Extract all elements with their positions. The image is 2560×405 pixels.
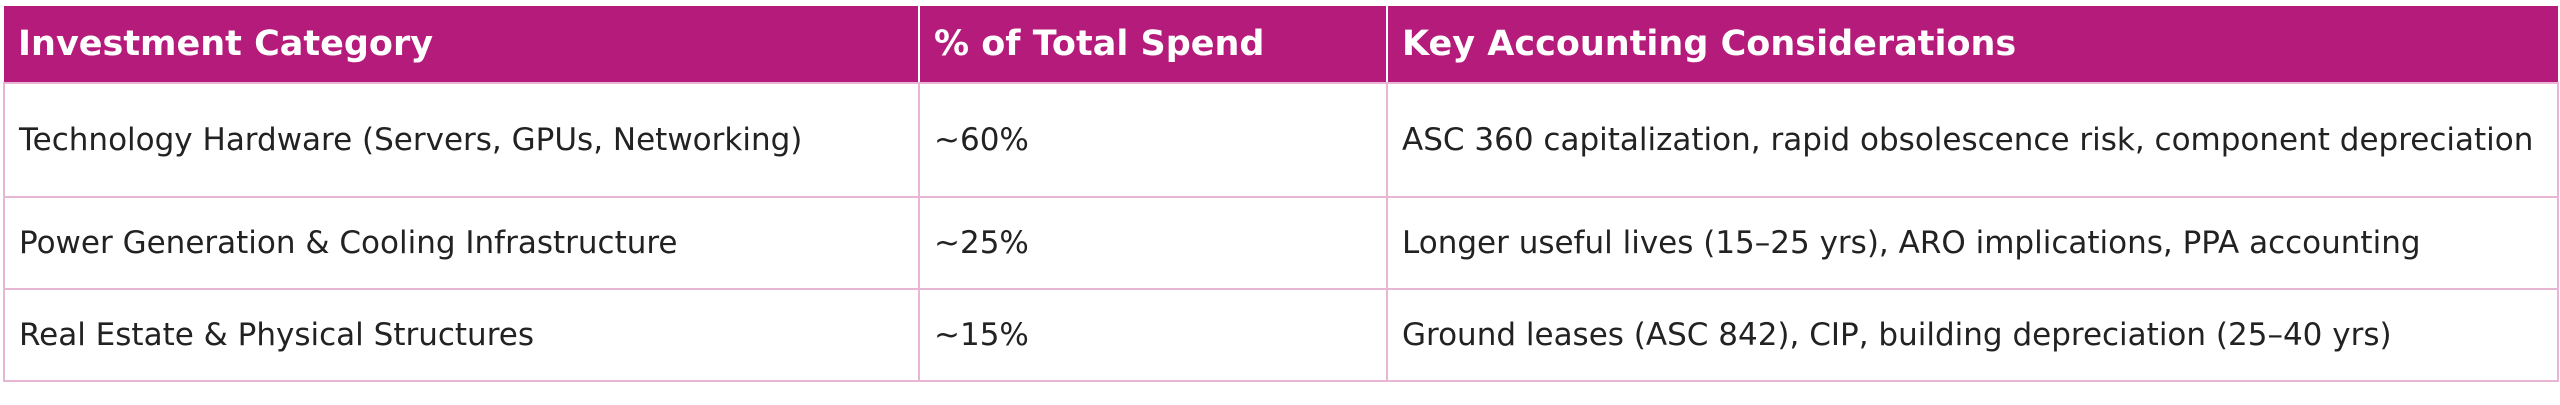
table-row: Real Estate & Physical Structures ~15% G…: [3, 288, 2559, 382]
header-investment-category: Investment Category: [4, 6, 920, 84]
cell-spend: ~25%: [918, 196, 1388, 290]
cell-category: Real Estate & Physical Structures: [3, 288, 920, 382]
cell-considerations: Ground leases (ASC 842), CIP, building d…: [1386, 288, 2559, 382]
investment-table: Investment Category % of Total Spend Key…: [3, 6, 2559, 382]
table-row: Technology Hardware (Servers, GPUs, Netw…: [3, 82, 2559, 198]
table-row: Power Generation & Cooling Infrastructur…: [3, 196, 2559, 290]
table-body: Technology Hardware (Servers, GPUs, Netw…: [3, 82, 2559, 382]
cell-considerations: Longer useful lives (15–25 yrs), ARO imp…: [1386, 196, 2559, 290]
header-key-accounting-considerations: Key Accounting Considerations: [1387, 6, 2558, 84]
header-row: Investment Category % of Total Spend Key…: [4, 6, 2558, 84]
cell-spend: ~60%: [918, 82, 1388, 198]
header-percent-total-spend: % of Total Spend: [919, 6, 1388, 84]
cell-category: Technology Hardware (Servers, GPUs, Netw…: [3, 82, 920, 198]
cell-considerations: ASC 360 capitalization, rapid obsolescen…: [1386, 82, 2559, 198]
investment-table-container: Investment Category % of Total Spend Key…: [3, 6, 2559, 382]
table-header: Investment Category % of Total Spend Key…: [4, 6, 2558, 84]
cell-spend: ~15%: [918, 288, 1388, 382]
cell-category: Power Generation & Cooling Infrastructur…: [3, 196, 920, 290]
